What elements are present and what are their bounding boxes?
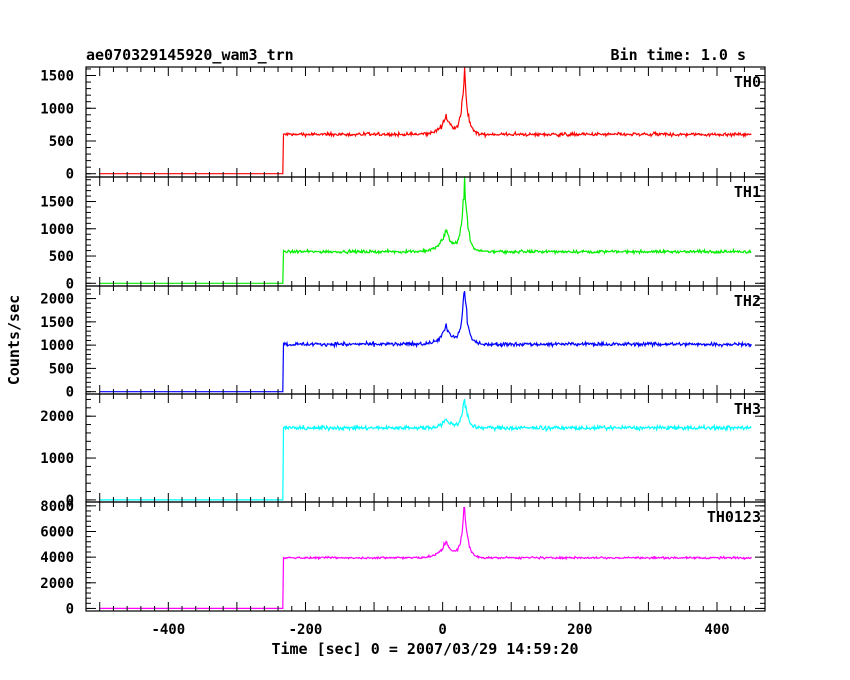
- series-label-th0123: TH0123: [707, 508, 761, 526]
- y-tick-label: 1500: [40, 69, 74, 85]
- panel-th0: 0 500 1000 1500 TH0: [40, 66, 766, 183]
- y-tick-label: 1500: [40, 195, 74, 211]
- series-line-th1: [99, 176, 752, 284]
- y-tick-label: 0: [66, 385, 74, 401]
- panel-frame: [85, 285, 766, 395]
- series-label-th2: TH2: [734, 292, 761, 310]
- y-tick-label: 1000: [40, 451, 74, 467]
- series-line-th3: [99, 399, 752, 501]
- y-tick-label: 8000: [40, 499, 74, 515]
- panel-th0123: 0 2000 4000 6000 8000 TH0123: [40, 499, 766, 617]
- x-tick-label: -400: [151, 622, 185, 638]
- y-tick-label: 6000: [40, 524, 74, 540]
- y-tick-label: 2000: [40, 292, 74, 308]
- y-tick-label: 2000: [40, 576, 74, 592]
- panel-frame: [85, 176, 766, 287]
- y-tick-label: 4000: [40, 550, 74, 566]
- y-tick-label: 0: [66, 167, 74, 183]
- y-axis-label: Counts/sec: [5, 295, 23, 385]
- chart-title: ae070329145920_wam3_trn: [86, 46, 294, 64]
- panel-frame: [85, 393, 766, 503]
- x-tick-label: 0: [438, 622, 446, 638]
- x-axis-label: Time [sec] 0 = 2007/03/29 14:59:20: [271, 640, 578, 658]
- y-tick-label: 1000: [40, 101, 74, 117]
- series-label-th1: TH1: [734, 183, 761, 201]
- y-tick-label: 0: [66, 601, 74, 617]
- series-label-th0: TH0: [734, 73, 761, 91]
- panel-frame: [85, 66, 766, 178]
- series-line-th2: [99, 291, 752, 393]
- x-tick-label: 400: [704, 622, 729, 638]
- y-tick-label: 2000: [40, 409, 74, 425]
- series-label-th3: TH3: [734, 400, 761, 418]
- series-line-th0: [99, 67, 752, 175]
- panel-th2: 0 500 1000 1500 2000 TH2: [40, 285, 766, 401]
- panel-th1: 0 500 1000 1500 TH1: [40, 176, 766, 292]
- y-tick-label: 0: [66, 276, 74, 292]
- series-line-th0123: [99, 507, 752, 610]
- panel-frame: [85, 501, 766, 612]
- y-tick-label: 1000: [40, 222, 74, 238]
- y-tick-label: 0: [66, 493, 74, 509]
- y-tick-label: 1500: [40, 315, 74, 331]
- y-tick-label: 1000: [40, 338, 74, 354]
- y-tick-label: 500: [49, 134, 74, 150]
- x-tick-label: 200: [567, 622, 592, 638]
- bin-time-label: Bin time: 1.0 s: [611, 46, 746, 64]
- panel-th3: 0 1000 2000 TH3: [40, 393, 766, 509]
- y-tick-label: 500: [49, 361, 74, 377]
- panels-group: 0 500 1000 1500 TH0 0 500 1000 1500 TH1 0 500 1000 15…: [40, 66, 766, 638]
- x-tick-label: -200: [289, 622, 323, 638]
- y-tick-label: 500: [49, 249, 74, 265]
